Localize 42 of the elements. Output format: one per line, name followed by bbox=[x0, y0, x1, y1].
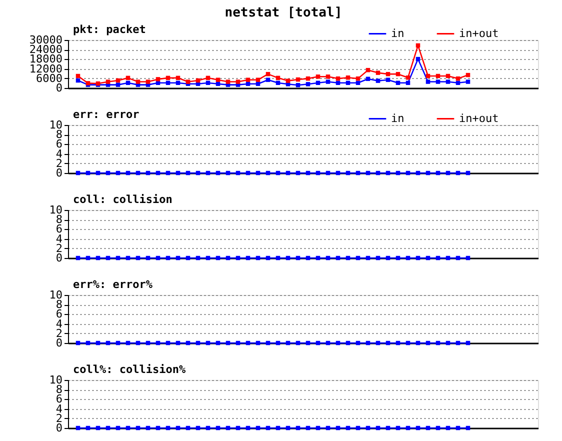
chart-title: coll%: collision% bbox=[73, 363, 186, 376]
point bbox=[446, 80, 450, 84]
point bbox=[306, 82, 310, 86]
chart-subtitle: pkt: packet bbox=[73, 23, 146, 36]
point bbox=[286, 78, 290, 83]
y-tick-label: 0 bbox=[56, 336, 62, 350]
y-tick-label: 6 bbox=[56, 392, 62, 406]
y-tick-label: 0 bbox=[56, 166, 62, 180]
point bbox=[326, 80, 330, 84]
chart-title: err%: error% bbox=[73, 278, 153, 291]
y-tick-label: 6 bbox=[56, 222, 62, 236]
point bbox=[376, 70, 380, 75]
legend-label: in+out bbox=[459, 112, 499, 125]
point bbox=[386, 78, 390, 82]
point bbox=[106, 80, 110, 84]
point bbox=[136, 80, 140, 84]
point bbox=[146, 80, 150, 84]
legend-label: in bbox=[391, 112, 404, 125]
point bbox=[156, 77, 160, 82]
y-tick-label: 0 bbox=[56, 82, 62, 94]
point bbox=[466, 80, 470, 84]
legend-label: in+out bbox=[459, 26, 499, 40]
point bbox=[376, 78, 380, 83]
point bbox=[436, 80, 440, 84]
legend-label: in bbox=[391, 26, 404, 40]
y-tick-label: 6 bbox=[56, 138, 62, 151]
point bbox=[116, 82, 120, 87]
point bbox=[316, 74, 320, 79]
chart-title: err: error bbox=[73, 108, 140, 121]
y-tick-label: 0 bbox=[56, 252, 62, 264]
point bbox=[266, 78, 270, 82]
point bbox=[326, 74, 330, 79]
point bbox=[426, 80, 430, 84]
chart-title: netstat [total] bbox=[224, 6, 342, 20]
point bbox=[246, 78, 250, 82]
chart-title: coll: collision bbox=[73, 193, 172, 206]
point bbox=[256, 78, 260, 82]
y-tick-label: 0 bbox=[56, 422, 62, 434]
point bbox=[236, 80, 240, 84]
y-tick-label: 6 bbox=[56, 308, 62, 321]
point bbox=[226, 80, 230, 84]
point bbox=[216, 78, 220, 82]
